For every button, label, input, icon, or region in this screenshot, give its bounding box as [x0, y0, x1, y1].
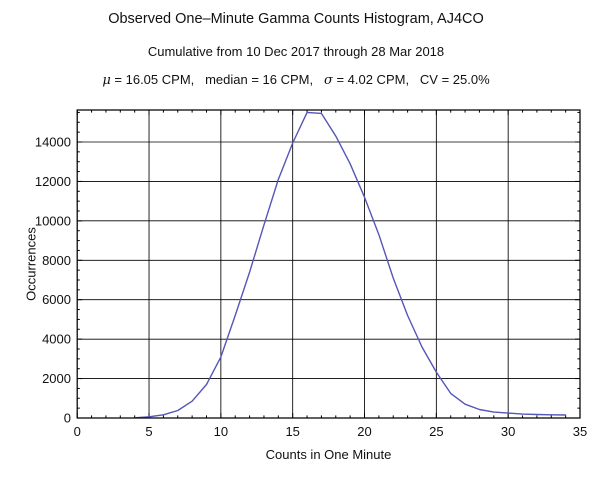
x-tick-label: 25: [429, 424, 443, 439]
x-tick-label: 15: [285, 424, 299, 439]
y-tick-label: 10000: [35, 213, 71, 228]
x-tick-label: 35: [573, 424, 587, 439]
y-tick-label: 6000: [42, 292, 71, 307]
x-tick-label: 0: [74, 424, 81, 439]
y-tick-label: 0: [64, 411, 71, 426]
y-tick-label: 4000: [42, 332, 71, 347]
chart-title: Observed One–Minute Gamma Counts Histogr…: [108, 11, 484, 27]
y-tick-label: 8000: [42, 253, 71, 268]
mu-symbol: μ: [102, 73, 111, 88]
sigma-symbol: σ: [323, 73, 333, 88]
chart-stats-line: μ = 16.05 CPM, median = 16 CPM, σ = 4.02…: [0, 72, 592, 88]
sigma-value-text: = 4.02 CPM, CV = 25.0%: [332, 72, 490, 87]
x-tick-label: 5: [145, 424, 152, 439]
plot-frame: [76, 109, 581, 419]
x-tick-label: 10: [214, 424, 228, 439]
y-axis-label: Occurrences: [23, 227, 39, 301]
chart-subtitle: Cumulative from 10 Dec 2017 through 28 M…: [147, 44, 445, 59]
y-tick-label: 14000: [35, 134, 71, 149]
histogram-curve-line: [133, 111, 567, 419]
x-tick-label: 20: [357, 424, 371, 439]
y-tick-label: 12000: [35, 174, 71, 189]
x-axis-label: Counts in One Minute: [265, 447, 392, 462]
x-tick-label: 30: [501, 424, 515, 439]
y-tick-label: 2000: [42, 371, 71, 386]
mu-value-text: = 16.05 CPM, median = 16 CPM,: [110, 72, 324, 87]
